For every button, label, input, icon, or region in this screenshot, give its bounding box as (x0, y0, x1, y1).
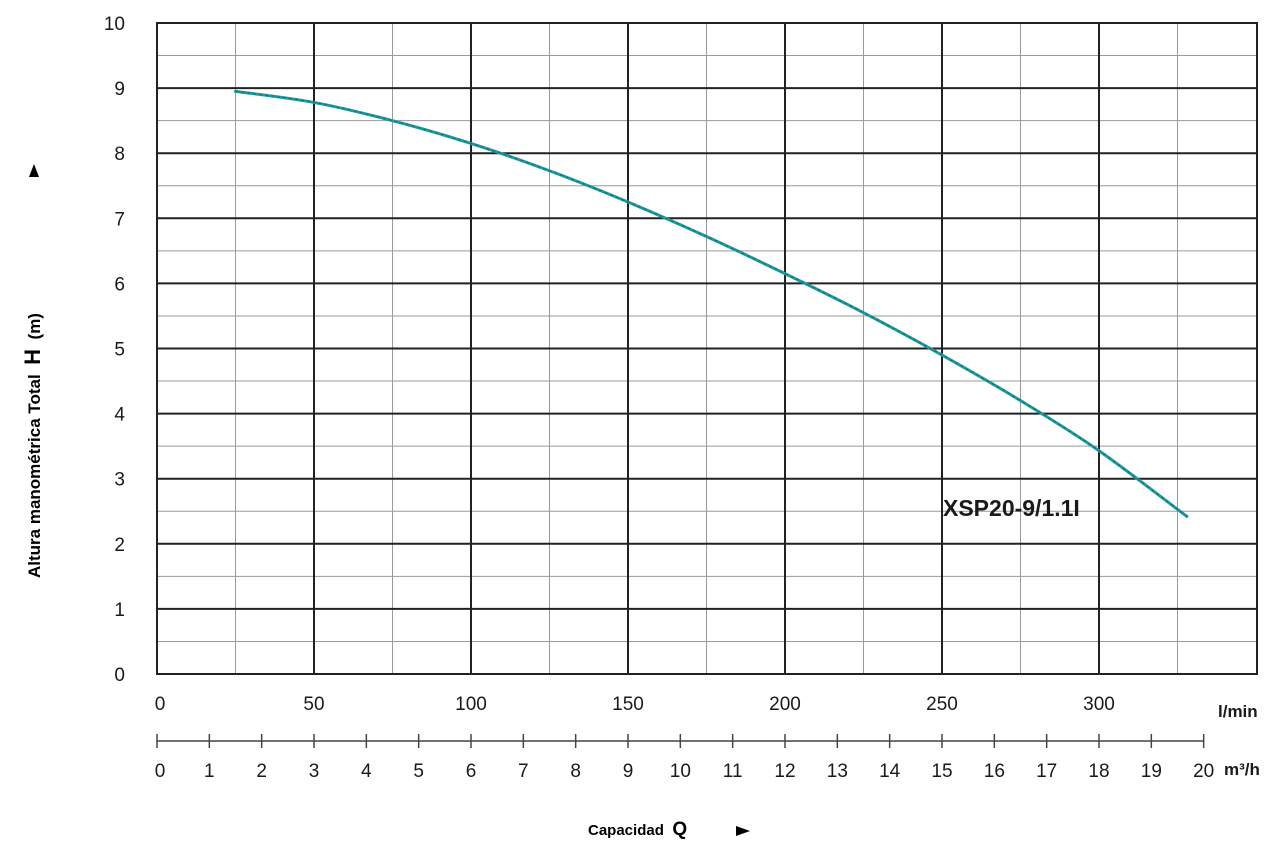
secondary-tick-label: 15 (931, 761, 952, 782)
secondary-tick-label: 4 (361, 761, 372, 782)
x-tick-label: 100 (455, 694, 487, 715)
y-tick-labels: 0 1 2 3 4 5 6 7 8 9 10 (104, 14, 126, 686)
secondary-tick-label: 16 (984, 761, 1005, 782)
secondary-tick-label: 2 (256, 761, 267, 782)
x-tick-labels: 0 50 100 150 200 250 300 (155, 694, 1115, 715)
y-tick-label: 10 (104, 14, 125, 35)
secondary-tick-label: 14 (879, 761, 901, 782)
x-unit-label: l/min (1218, 702, 1258, 721)
x-tick-label: 150 (612, 694, 644, 715)
series-label: XSP20-9/1.1I (943, 495, 1080, 521)
secondary-tick-label: 1 (204, 761, 215, 782)
y-tick-label: 1 (114, 600, 125, 621)
secondary-tick-label: 9 (623, 761, 634, 782)
y-tick-label: 2 (114, 535, 125, 556)
secondary-tick-label: 5 (413, 761, 424, 782)
secondary-tick-label: 18 (1088, 761, 1109, 782)
y-axis-title-text: Altura manométrica Total (25, 374, 44, 578)
y-tick-label: 0 (114, 665, 125, 686)
secondary-tick-label: 0 (155, 761, 166, 782)
y-tick-label: 5 (114, 340, 125, 361)
secondary-tick-label: 12 (774, 761, 795, 782)
x-tick-label: 50 (303, 694, 324, 715)
x-axis-title-text: Capacidad (588, 822, 664, 839)
series-line-dash (235, 90, 1188, 517)
y-axis-title: Altura manométrica Total H (m) (20, 313, 45, 578)
y-tick-label: 3 (114, 470, 125, 491)
secondary-x-axis: 0 1 2 3 4 5 6 7 8 9 10 11 12 13 14 15 16 17 18 19 20 (155, 734, 1214, 782)
secondary-tick-label: 3 (309, 761, 320, 782)
x-axis-arrow-icon (736, 826, 750, 836)
major-grid (157, 23, 1257, 674)
y-tick-label: 8 (114, 144, 125, 165)
x-tick-label: 0 (155, 694, 166, 715)
secondary-tick-label: 7 (518, 761, 529, 782)
x-tick-label: 300 (1083, 694, 1115, 715)
secondary-tick-label: 11 (723, 761, 743, 782)
x-axis-symbol: Q (672, 819, 687, 840)
y-tick-label: 4 (114, 405, 125, 426)
secondary-x-unit-label: m³/h (1224, 760, 1260, 779)
secondary-tick-label: 13 (827, 761, 848, 782)
secondary-tick-label: 10 (670, 761, 691, 782)
y-tick-label: 9 (114, 79, 125, 100)
series-line (234, 89, 1189, 518)
secondary-tick-label: 19 (1141, 761, 1162, 782)
y-axis-symbol: H (20, 349, 45, 365)
y-axis-arrow-icon (29, 164, 39, 177)
secondary-tick-label: 17 (1036, 761, 1057, 782)
x-tick-label: 250 (926, 694, 958, 715)
secondary-tick-label: 6 (466, 761, 477, 782)
x-tick-label: 200 (769, 694, 801, 715)
x-axis-title: Capacidad Q (588, 819, 687, 840)
plot-frame (156, 22, 1258, 675)
series-layer (234, 89, 1189, 518)
secondary-tick-label: 8 (570, 761, 581, 782)
secondary-tick-label: 20 (1193, 761, 1214, 782)
y-tick-label: 6 (114, 274, 125, 295)
y-tick-label: 7 (114, 209, 125, 230)
y-axis-unit: (m) (25, 313, 44, 339)
